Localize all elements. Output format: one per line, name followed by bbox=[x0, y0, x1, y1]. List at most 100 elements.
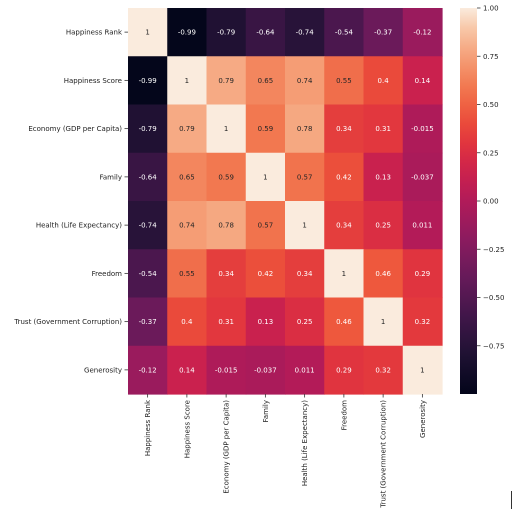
x-tick-label: Family bbox=[262, 400, 270, 423]
colorbar-tick-label: 0.00 bbox=[483, 198, 499, 206]
heatmap-cell-label: 0.13 bbox=[258, 318, 274, 326]
y-tick-label: Freedom bbox=[92, 270, 123, 278]
x-tick-label: Freedom bbox=[340, 400, 348, 431]
heatmap-cell-label: 0.74 bbox=[179, 222, 195, 230]
heatmap-cell-happiness-score-trust-government-corruption bbox=[363, 56, 404, 106]
heatmap-cell-generosity-health-life-expectancy bbox=[285, 345, 325, 395]
heatmap-cell-label: 0.78 bbox=[297, 125, 313, 133]
heatmap-cell-happiness-rank-happiness-score bbox=[167, 8, 208, 57]
heatmap-cell-trust-government-corruption-economy-gdp-per-capita bbox=[206, 297, 247, 347]
heatmap-cell-label: 0.46 bbox=[375, 270, 391, 278]
y-tick-label: Health (Life Expectancy) bbox=[36, 222, 122, 230]
heatmap-cell-generosity-freedom bbox=[324, 345, 365, 395]
heatmap-cell-label: 0.4 bbox=[378, 77, 390, 85]
heatmap-cell-happiness-score-family bbox=[245, 56, 286, 106]
heatmap-cell-trust-government-corruption-happiness-rank bbox=[128, 297, 168, 347]
colorbar-tick-label: 1.00 bbox=[483, 5, 499, 13]
heatmap-cell-health-life-expectancy-trust-government-corruption bbox=[363, 201, 404, 250]
heatmap-cell-label: 0.011 bbox=[412, 222, 432, 230]
heatmap-cell-label: -0.99 bbox=[178, 29, 196, 37]
heatmap-cell-label: 0.4 bbox=[181, 318, 193, 326]
heatmap-cell-economy-gdp-per-capita-freedom bbox=[324, 104, 365, 154]
x-axis: Happiness Rank Happiness Score Economy (GD… bbox=[144, 394, 427, 509]
heatmap-cell-label: 1 bbox=[263, 173, 267, 181]
heatmap-cell-family-family bbox=[245, 152, 286, 202]
heatmap-cell-label: 0.32 bbox=[415, 318, 431, 326]
heatmap-cell-label: 0.55 bbox=[179, 270, 195, 278]
heatmap-cell-happiness-rank-trust-government-corruption bbox=[363, 8, 404, 57]
colorbar-tick-label: −0.25 bbox=[483, 246, 504, 254]
heatmap-cell-family-freedom bbox=[324, 152, 365, 202]
heatmap-cell-happiness-rank-generosity bbox=[402, 8, 443, 57]
heatmap-cell-label: 0.32 bbox=[375, 366, 391, 374]
heatmap-cell-economy-gdp-per-capita-generosity bbox=[402, 104, 443, 154]
heatmap-cell-label: 0.59 bbox=[258, 125, 274, 133]
heatmap-cell-happiness-score-health-life-expectancy bbox=[285, 56, 325, 106]
heatmap-cell-label: -0.64 bbox=[139, 173, 158, 181]
heatmap-cell-label: 0.57 bbox=[297, 173, 313, 181]
y-tick-label: Trust (Government Corruption) bbox=[13, 318, 122, 326]
heatmap-cell-economy-gdp-per-capita-health-life-expectancy bbox=[285, 104, 325, 154]
heatmap-cell-freedom-generosity bbox=[402, 249, 443, 299]
heatmap-cell-family-economy-gdp-per-capita bbox=[206, 152, 247, 202]
heatmap-cell-label: 0.79 bbox=[179, 125, 195, 133]
heatmap-cell-label: -0.12 bbox=[413, 29, 431, 37]
heatmap-cell-trust-government-corruption-family bbox=[245, 297, 286, 347]
heatmap-cell-freedom-trust-government-corruption bbox=[363, 249, 404, 299]
y-tick-label: Happiness Rank bbox=[66, 29, 123, 37]
heatmap-cell-economy-gdp-per-capita-economy-gdp-per-capita bbox=[206, 104, 247, 154]
heatmap-cell-trust-government-corruption-generosity bbox=[402, 297, 443, 347]
heatmap-cell-label: 0.14 bbox=[415, 77, 431, 85]
heatmap-cell-label: 1 bbox=[145, 29, 149, 37]
heatmap-cell-label: 0.13 bbox=[375, 173, 391, 181]
x-tick-label: Economy (GDP per Capita) bbox=[223, 400, 231, 494]
heatmap-cell-trust-government-corruption-trust-government-corruption bbox=[363, 297, 404, 347]
heatmap-cell-label: -0.99 bbox=[139, 77, 157, 85]
x-tick-label: Happiness Rank bbox=[144, 399, 152, 456]
heatmap-cell-labels: 1 -0.99 -0.79 -0.64 -0.74 -0.54 -0.37 -0.12 -0.9… bbox=[139, 29, 434, 375]
heatmap-cell-label: 0.74 bbox=[297, 77, 313, 85]
text-cursor bbox=[511, 491, 512, 509]
heatmap-cell-label: 0.29 bbox=[415, 270, 431, 278]
heatmap-cell-label: 0.59 bbox=[218, 173, 234, 181]
heatmap-cell-label: 0.34 bbox=[336, 125, 352, 133]
heatmap-cell-freedom-freedom bbox=[324, 249, 365, 299]
x-tick-label: Generosity bbox=[419, 400, 427, 438]
heatmap-cell-label: -0.79 bbox=[139, 125, 157, 133]
heatmap-cell-health-life-expectancy-health-life-expectancy bbox=[285, 201, 325, 250]
heatmap-cell-economy-gdp-per-capita-happiness-rank bbox=[128, 104, 168, 154]
heatmap-cell-label: 1 bbox=[302, 222, 306, 230]
heatmap-cell-label: 1 bbox=[224, 125, 228, 133]
heatmap-cell-happiness-rank-economy-gdp-per-capita bbox=[206, 8, 247, 57]
heatmap-cell-family-happiness-rank bbox=[128, 152, 168, 202]
heatmap-cell-happiness-rank-health-life-expectancy bbox=[285, 8, 325, 57]
heatmap-cell-label: 0.78 bbox=[218, 222, 234, 230]
heatmap-cell-label: 1 bbox=[381, 318, 385, 326]
heatmap-cell-label: 0.57 bbox=[258, 222, 274, 230]
heatmap-cell-label: 0.14 bbox=[179, 366, 195, 374]
heatmap-cell-label: 0.31 bbox=[218, 318, 234, 326]
heatmap-cell-generosity-happiness-score bbox=[167, 345, 208, 395]
heatmap-cell-economy-gdp-per-capita-family bbox=[245, 104, 286, 154]
colorbar-tick-label: 0.75 bbox=[483, 53, 499, 61]
heatmap-cell-label: 0.29 bbox=[336, 366, 352, 374]
heatmap-cell-happiness-score-happiness-rank bbox=[128, 56, 168, 106]
heatmap-cell-label: 0.42 bbox=[336, 173, 352, 181]
heatmap-cell-label: -0.037 bbox=[254, 366, 277, 374]
heatmap-cell-economy-gdp-per-capita-trust-government-corruption bbox=[363, 104, 404, 154]
heatmap-cell-trust-government-corruption-freedom bbox=[324, 297, 365, 347]
y-tick-label: Generosity bbox=[84, 366, 122, 374]
heatmap-cell-label: 0.42 bbox=[258, 270, 274, 278]
heatmap-cell-label: 0.65 bbox=[258, 77, 274, 85]
x-tick-label: Trust (Government Corruption) bbox=[380, 400, 388, 509]
heatmap-cell-label: -0.74 bbox=[139, 222, 158, 230]
heatmap-cell-label: -0.015 bbox=[411, 125, 434, 133]
heatmap-cell-label: 0.34 bbox=[297, 270, 313, 278]
heatmap-cell-label: -0.037 bbox=[411, 173, 434, 181]
heatmap-cell-happiness-rank-family bbox=[245, 8, 286, 57]
heatmap-cells bbox=[128, 8, 443, 395]
heatmap-cell-generosity-generosity bbox=[402, 345, 443, 395]
heatmap-cell-label: 0.011 bbox=[295, 366, 315, 374]
heatmap-cell-label: -0.79 bbox=[217, 29, 235, 37]
